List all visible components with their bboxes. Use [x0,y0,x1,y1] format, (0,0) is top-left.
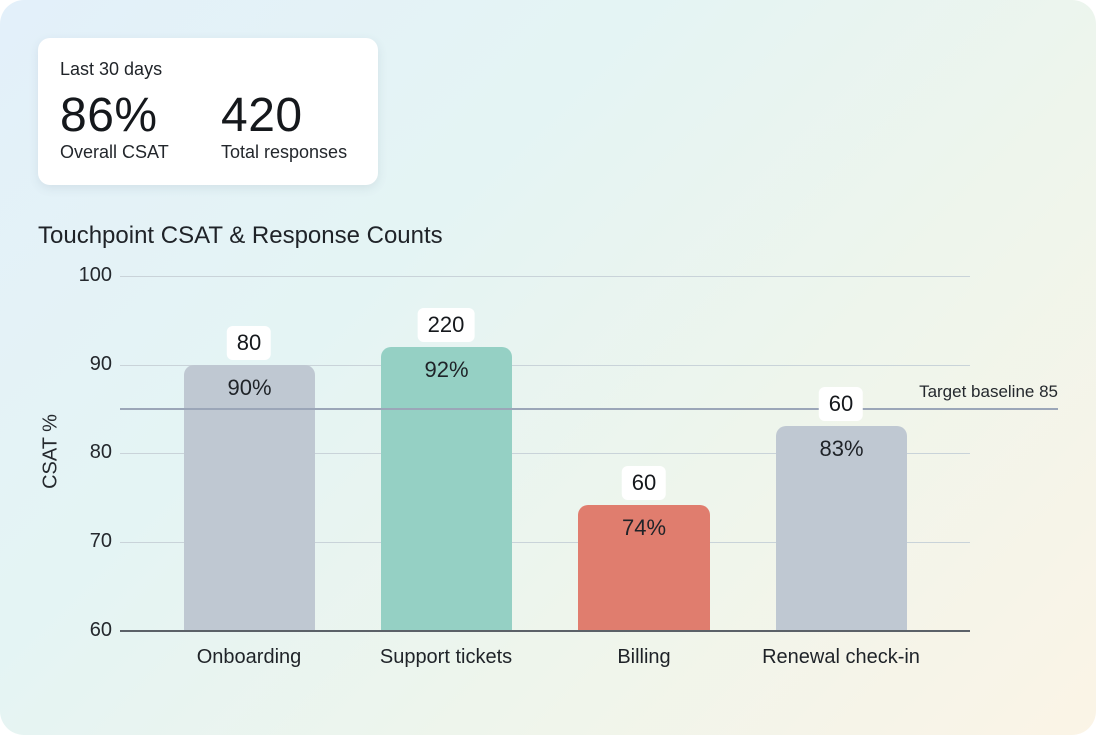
count-badge-onboarding: 80 [226,326,272,360]
x-tick-renewal-check-in: Renewal check-in [762,646,920,668]
overall-csat-label: Overall CSAT [60,142,169,162]
target-baseline-label: Target baseline 85 [919,382,1058,401]
chart-title: Touchpoint CSAT & Response Counts [38,222,443,249]
bar-value-label: 74% [621,515,667,540]
total-responses-label: Total responses [221,142,348,162]
x-axis-line [120,630,970,632]
count-badge-support-tickets: 220 [417,308,475,342]
bar-value-label: 83% [819,436,864,461]
overall-csat-kpi: 86% Overall CSAT [60,88,169,163]
y-tick-90: 90 [89,353,112,375]
count-badge-billing: 60 [621,466,667,500]
bar-support-tickets[interactable]: 92% [381,347,512,631]
y-tick-100: 100 [78,264,112,286]
y-axis-label: CSAT % [39,414,62,489]
y-tick-70: 70 [89,530,112,552]
gridline-100 [120,276,970,277]
target-baseline-line [120,408,1058,410]
total-responses-kpi: 420 Total responses [221,88,347,163]
x-tick-support-tickets: Support tickets [379,646,513,668]
bar-renewal-check-in[interactable]: 83% [776,426,907,631]
bar-onboarding[interactable]: 90% [184,365,315,631]
total-responses-value: 420 [221,89,303,142]
y-tick-80: 80 [89,441,112,463]
bar-billing[interactable]: 74% [578,505,710,631]
count-badge-renewal-check-in: 60 [818,387,864,421]
kpi-summary-card: Last 30 days 86% Overall CSAT 420 Total … [38,38,378,185]
bar-value-label: 90% [227,375,272,400]
gridline-70 [120,542,970,543]
x-tick-onboarding: Onboarding [196,646,302,668]
bar-value-label: 92% [424,357,469,382]
overall-csat-value: 86% [60,89,158,142]
gridline-80 [120,453,970,454]
y-tick-60: 60 [89,619,112,641]
gridline-90 [120,365,970,366]
x-tick-billing: Billing [617,646,671,668]
kpi-period-label: Last 30 days [60,59,163,79]
